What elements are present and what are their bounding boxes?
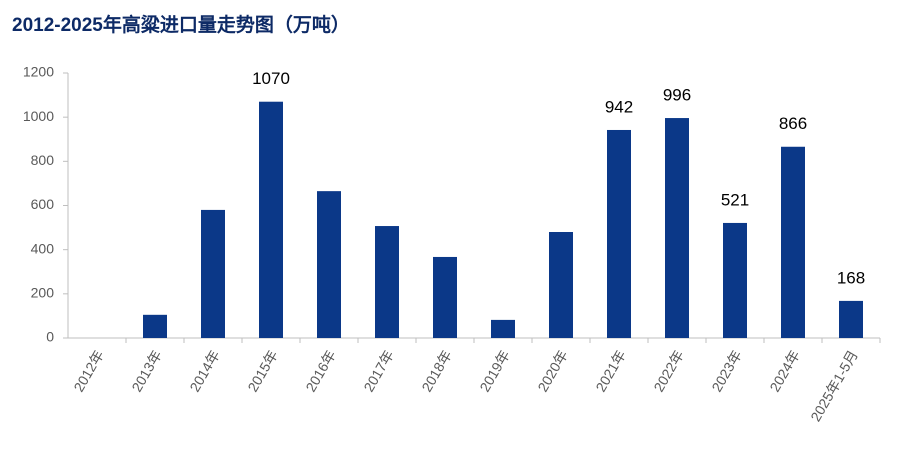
x-tick-label: 2012年: [70, 347, 106, 394]
bar: [259, 101, 283, 338]
x-tick-label: 2024年: [766, 347, 802, 394]
x-tick-label: 2013年: [128, 347, 164, 394]
bar: [839, 300, 863, 338]
x-tick-label: 2023年: [708, 347, 744, 394]
bar: [201, 209, 225, 338]
x-tick-label: 2017年: [360, 347, 396, 394]
x-tick-label: 2016年: [302, 347, 338, 394]
x-tick-label: 2014年: [186, 347, 222, 394]
bar: [491, 319, 515, 338]
bar: [143, 314, 167, 338]
x-tick-label: 2015年: [244, 347, 280, 394]
bar: [607, 129, 631, 338]
bar: [549, 232, 573, 338]
chart-title: 2012-2025年高粱进口量走势图（万吨）: [12, 13, 350, 36]
y-tick-label: 1000: [23, 108, 54, 124]
value-label: 996: [663, 86, 691, 105]
y-tick-label: 0: [46, 329, 54, 345]
bar: [433, 256, 457, 338]
y-tick-label: 1200: [23, 64, 54, 80]
bar: [723, 222, 747, 338]
x-tick-label: 2022年: [650, 347, 686, 394]
value-label: 521: [721, 190, 749, 209]
value-label: 168: [837, 268, 865, 287]
value-label: 866: [779, 114, 807, 133]
y-tick-label: 600: [31, 196, 55, 212]
value-label: 942: [605, 97, 633, 116]
x-tick-label: 2018年: [418, 347, 454, 394]
value-label: 1070: [252, 69, 290, 88]
x-tick-label: 2020年: [534, 347, 570, 394]
x-tick-label: 2021年: [592, 347, 628, 394]
x-tick-label: 2025年1-5月: [807, 347, 861, 424]
bar: [665, 118, 689, 338]
x-tick-label: 2019年: [476, 347, 512, 394]
y-tick-label: 200: [31, 285, 55, 301]
bar: [781, 146, 805, 338]
y-tick-label: 800: [31, 152, 55, 168]
bar: [375, 226, 399, 338]
y-tick-label: 400: [31, 240, 55, 256]
bar: [317, 191, 341, 338]
